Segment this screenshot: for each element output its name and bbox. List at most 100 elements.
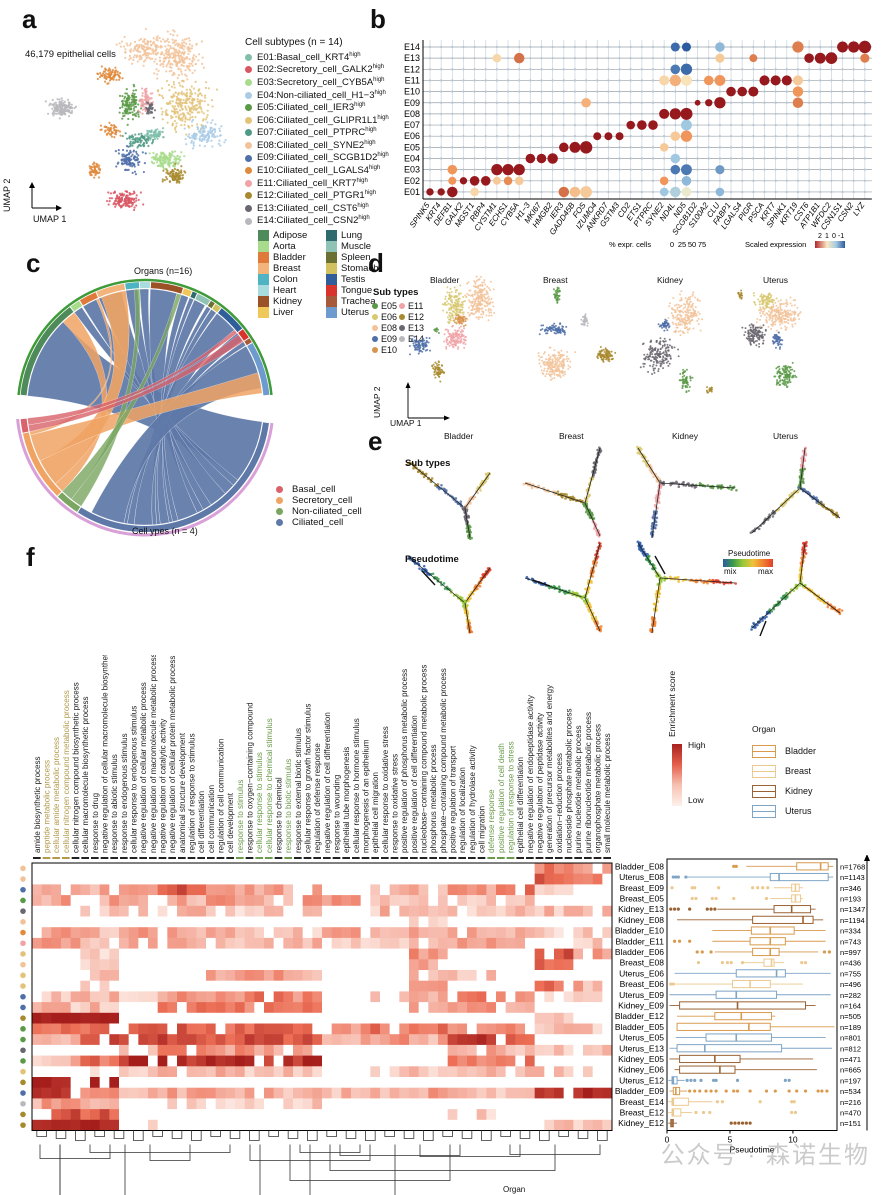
celltype-color-dot — [276, 508, 283, 515]
dotplot-point-faint — [473, 135, 475, 137]
umap-point — [52, 104, 54, 106]
umap-point — [183, 92, 185, 94]
dotplot-point-faint — [473, 157, 475, 159]
umap-point — [153, 72, 155, 74]
umap-point — [451, 291, 453, 293]
dotplot-point — [682, 42, 691, 51]
dotplot-point-faint — [797, 113, 799, 115]
umap-point — [418, 353, 420, 355]
umap-point — [142, 151, 144, 153]
umap-point — [173, 56, 175, 58]
umap-point — [760, 334, 762, 336]
umap-point — [184, 105, 186, 107]
dotplot-point-faint — [540, 124, 542, 126]
dotplot-point — [491, 164, 502, 175]
umap-point — [762, 337, 764, 339]
umap-point — [468, 289, 470, 291]
dotplot-point-faint — [652, 113, 654, 115]
subtype-label: E07:Ciliated_cell_PTPRChigh — [257, 127, 377, 138]
umap-point — [454, 303, 456, 305]
dotplot-point-faint — [540, 68, 542, 70]
dotplot-point-faint — [685, 57, 687, 59]
dotplot-point-faint — [752, 146, 754, 148]
umap-point — [111, 132, 113, 134]
umap-point — [123, 194, 125, 196]
umap-point — [686, 314, 688, 316]
dotplot-point-faint — [618, 124, 620, 126]
umap-point — [214, 129, 216, 131]
umap-point — [146, 142, 148, 144]
dotplot-point-faint — [763, 46, 765, 48]
umap-point — [175, 158, 177, 160]
color-legend-bar — [815, 241, 845, 248]
umap-point — [798, 318, 800, 320]
dotplot-point-faint — [797, 124, 799, 126]
umap-point — [95, 163, 97, 165]
dotplot-point-faint — [563, 68, 565, 70]
umap-point — [176, 175, 178, 177]
dotplot-point-faint — [696, 68, 698, 70]
dotplot-point-faint — [830, 46, 832, 48]
umap-point — [456, 322, 458, 324]
umap-point — [435, 367, 437, 369]
color-legend-value: 2 — [818, 233, 822, 240]
umap-point — [547, 368, 549, 370]
umap-point — [753, 292, 755, 294]
umap-point — [446, 304, 448, 306]
umap-point — [189, 92, 191, 94]
umap-point — [425, 350, 427, 352]
organ-legend-label: Muscle — [341, 241, 371, 252]
umap-point — [662, 345, 664, 347]
umap-point — [118, 152, 120, 154]
umap-point — [453, 334, 455, 336]
umap-point — [691, 319, 693, 321]
umap-point — [640, 366, 642, 368]
dotplot-point-faint — [652, 79, 654, 81]
umap-point — [118, 79, 120, 81]
dotplot-point-faint — [529, 168, 531, 170]
umap-point — [197, 111, 199, 113]
umap-point — [181, 39, 183, 41]
size-legend-value: 0 — [670, 240, 674, 249]
umap-point — [187, 53, 189, 55]
subtype-label: E10:Ciliated_cell_LGALS4high — [257, 165, 380, 176]
organ-color-swatch — [258, 296, 269, 307]
dotplot-point-faint — [808, 124, 810, 126]
dotplot-point-faint — [473, 124, 475, 126]
umap-point — [111, 77, 113, 79]
dotplot-point-faint — [551, 57, 553, 59]
umap-point — [538, 359, 540, 361]
dotplot-point-faint — [696, 180, 698, 182]
dotplot-point-faint — [719, 180, 721, 182]
dotplot-point-faint — [641, 180, 643, 182]
umap-point — [580, 319, 582, 321]
dotplot-point-faint — [607, 57, 609, 59]
umap-point — [686, 369, 688, 371]
umap-point — [472, 301, 474, 303]
umap-point — [688, 390, 690, 392]
umap-point — [110, 192, 112, 194]
umap-point — [687, 332, 689, 334]
size-legend-title: % expr. cells — [609, 240, 651, 249]
dotplot-point-faint — [774, 102, 776, 104]
umap-point — [419, 351, 421, 353]
dotplot-point-faint — [808, 79, 810, 81]
dotplot-point — [681, 64, 692, 75]
umap-point — [662, 324, 664, 326]
dotplot-point-faint — [540, 113, 542, 115]
umap-point — [132, 172, 134, 174]
umap-point — [197, 59, 199, 61]
umap-point — [437, 372, 439, 374]
umap-point — [680, 290, 682, 292]
dotplot-point-faint — [596, 79, 598, 81]
umap-point — [450, 317, 452, 319]
umap-point — [419, 341, 421, 343]
umap-point — [181, 51, 183, 53]
organ-legend-item: Liver — [258, 307, 326, 318]
umap-point — [774, 323, 776, 325]
umap-point — [672, 323, 674, 325]
umap-point — [480, 276, 482, 278]
umap-point — [475, 316, 477, 318]
umap-point — [181, 120, 183, 122]
